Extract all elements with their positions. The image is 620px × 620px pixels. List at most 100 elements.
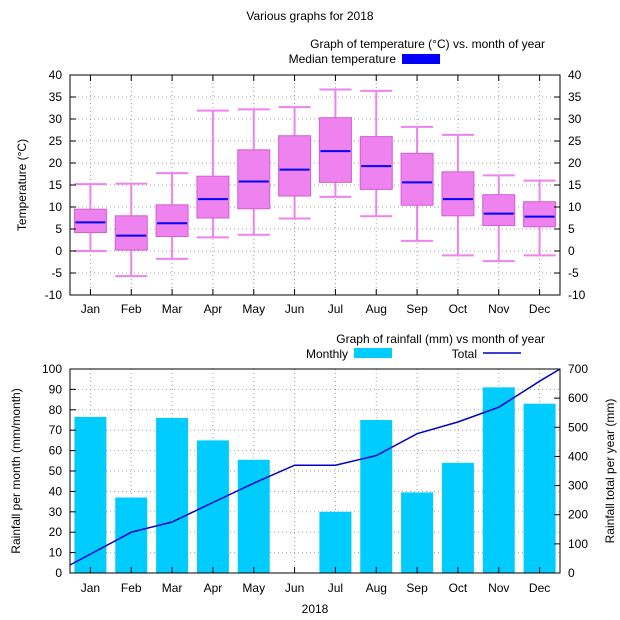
rainfall-y-tick-label: 10 bbox=[49, 546, 63, 560]
rainfall-y2-tick-label: 500 bbox=[568, 420, 588, 434]
temperature-x-tick-label: Jul bbox=[328, 302, 343, 316]
rainfall-x-tick-label: Mar bbox=[162, 581, 183, 595]
rainfall-y2-tick-label: 0 bbox=[568, 566, 575, 580]
rainfall-y-tick-label: 0 bbox=[55, 566, 62, 580]
temperature-y-tick-label: 20 bbox=[49, 156, 63, 170]
temperature-y-tick-label: 0 bbox=[55, 244, 62, 258]
temperature-axes: -10 -10 -5 -5 0 0 5 5 10 10 15 15 20 20 25 25 30 30 35 35 40… bbox=[45, 68, 586, 316]
rainfall-monthly-bar bbox=[441, 462, 474, 573]
rainfall-monthly-bar bbox=[237, 459, 270, 573]
rainfall-x-tick-label: Jun bbox=[285, 581, 304, 595]
temperature-y2-tick-label: 25 bbox=[568, 134, 582, 148]
median-legend-swatch bbox=[402, 54, 440, 64]
temperature-x-tick-label: May bbox=[242, 302, 265, 316]
rainfall-bars bbox=[74, 387, 556, 573]
rainfall-monthly-bar bbox=[156, 417, 189, 573]
temperature-x-tick-label: Feb bbox=[121, 302, 142, 316]
temperature-y2-tick-label: 15 bbox=[568, 178, 582, 192]
temperature-y2-tick-label: 5 bbox=[568, 222, 575, 236]
temperature-x-tick-label: Oct bbox=[449, 302, 468, 316]
rainfall-y-tick-label: 90 bbox=[49, 382, 63, 396]
rainfall-y-tick-label: 40 bbox=[49, 484, 63, 498]
monthly-legend-swatch bbox=[354, 348, 392, 358]
temperature-box bbox=[318, 117, 352, 183]
rainfall-y2-tick-label: 700 bbox=[568, 362, 588, 376]
rainfall-y-tick-label: 70 bbox=[49, 423, 63, 437]
median-legend-label: Median temperature bbox=[289, 52, 397, 66]
temperature-y-tick-label: 30 bbox=[49, 112, 63, 126]
temperature-x-tick-label: Sep bbox=[406, 302, 428, 316]
temperature-y2-tick-label: -5 bbox=[568, 266, 579, 280]
temperature-x-tick-label: Jan bbox=[81, 302, 100, 316]
rainfall-x-tick-label: Aug bbox=[366, 581, 387, 595]
total-legend-label: Total bbox=[452, 347, 477, 361]
temperature-x-tick-label: Aug bbox=[366, 302, 387, 316]
temperature-x-tick-label: Mar bbox=[162, 302, 183, 316]
rainfall-monthly-bar bbox=[401, 492, 434, 573]
rainfall-x-tick-label: Apr bbox=[204, 581, 223, 595]
rainfall-monthly-bar bbox=[319, 511, 352, 573]
temperature-chart: Graph of temperature (°C) vs. month of y… bbox=[15, 37, 586, 316]
rainfall-y2-tick-label: 400 bbox=[568, 449, 588, 463]
temperature-box bbox=[523, 201, 557, 228]
temperature-box bbox=[73, 208, 107, 234]
monthly-legend-label: Monthly bbox=[306, 347, 348, 361]
rainfall-monthly-bar bbox=[196, 440, 229, 573]
temperature-box bbox=[400, 152, 434, 206]
temperature-box bbox=[237, 149, 271, 210]
temperature-chart-title: Graph of temperature (°C) vs. month of y… bbox=[310, 37, 545, 51]
rainfall-monthly-bar bbox=[360, 420, 393, 573]
temperature-y2-tick-label: 40 bbox=[568, 68, 582, 82]
rainfall-y-axis-label: Rainfall per month (mm/month) bbox=[9, 388, 23, 553]
rainfall-axes: 0 10 20 30 40 50 60 70 80 90 100 0 100 200 300 400 500 60… bbox=[42, 362, 588, 595]
rainfall-y-tick-label: 80 bbox=[49, 403, 63, 417]
temperature-box bbox=[278, 135, 312, 197]
rainfall-x-tick-label: Jul bbox=[328, 581, 343, 595]
temperature-box bbox=[359, 136, 393, 190]
rainfall-monthly-bar bbox=[74, 416, 107, 573]
temperature-y2-tick-label: 10 bbox=[568, 200, 582, 214]
figure-title: Various graphs for 2018 bbox=[246, 9, 374, 23]
rainfall-y-tick-label: 100 bbox=[42, 362, 62, 376]
rainfall-monthly-bar bbox=[523, 403, 556, 573]
rainfall-y-tick-label: 50 bbox=[49, 464, 63, 478]
rainfall-monthly-bar bbox=[115, 497, 148, 573]
rainfall-x-tick-label: Dec bbox=[529, 581, 550, 595]
temperature-y2-tick-label: -10 bbox=[568, 288, 586, 302]
temperature-box bbox=[482, 194, 516, 226]
temperature-y-tick-label: 40 bbox=[49, 68, 63, 82]
temperature-y-tick-label: 10 bbox=[49, 200, 63, 214]
rainfall-y2-tick-label: 300 bbox=[568, 479, 588, 493]
temperature-boxes bbox=[73, 88, 557, 278]
temperature-box bbox=[441, 171, 475, 217]
temperature-x-tick-label: Dec bbox=[529, 302, 550, 316]
temperature-y2-tick-label: 30 bbox=[568, 112, 582, 126]
temperature-y-tick-label: -10 bbox=[45, 288, 63, 302]
rainfall-total-line bbox=[69, 368, 561, 566]
rainfall-y-tick-label: 60 bbox=[49, 444, 63, 458]
temperature-y-tick-label: 25 bbox=[49, 134, 63, 148]
temperature-x-tick-label: Apr bbox=[204, 302, 223, 316]
temperature-y-tick-label: 5 bbox=[55, 222, 62, 236]
temperature-y-tick-label: 15 bbox=[49, 178, 63, 192]
rainfall-y2-axis-label: Rainfall total per year (mm) bbox=[603, 399, 617, 544]
rainfall-x-tick-label: May bbox=[242, 581, 265, 595]
temperature-y-axis-label: Temperature (°C) bbox=[15, 139, 29, 231]
rainfall-x-tick-label: Oct bbox=[449, 581, 468, 595]
temperature-y2-tick-label: 20 bbox=[568, 156, 582, 170]
rainfall-chart-title: Graph of rainfall (mm) vs month of year bbox=[336, 332, 545, 346]
rainfall-x-tick-label: Jan bbox=[81, 581, 100, 595]
temperature-y-tick-label: -5 bbox=[51, 266, 62, 280]
rainfall-monthly-bar bbox=[482, 387, 515, 573]
rainfall-y2-tick-label: 100 bbox=[568, 537, 588, 551]
rainfall-x-axis-label: 2018 bbox=[302, 602, 329, 616]
temperature-box bbox=[196, 175, 230, 219]
rainfall-y-tick-label: 30 bbox=[49, 505, 63, 519]
rainfall-chart: Graph of rainfall (mm) vs month of year … bbox=[9, 332, 617, 616]
temperature-box bbox=[114, 215, 148, 251]
rainfall-y2-tick-label: 200 bbox=[568, 508, 588, 522]
rainfall-x-tick-label: Feb bbox=[121, 581, 142, 595]
rainfall-x-tick-label: Nov bbox=[488, 581, 509, 595]
temperature-y2-tick-label: 0 bbox=[568, 244, 575, 258]
rainfall-y-tick-label: 20 bbox=[49, 525, 63, 539]
